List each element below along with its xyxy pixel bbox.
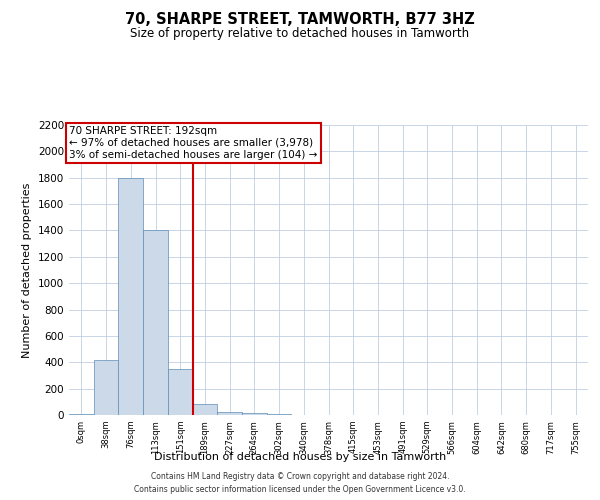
Text: Size of property relative to detached houses in Tamworth: Size of property relative to detached ho… [130,28,470,40]
Bar [267,414,292,415]
Bar [69,414,94,415]
Text: 70, SHARPE STREET, TAMWORTH, B77 3HZ: 70, SHARPE STREET, TAMWORTH, B77 3HZ [125,12,475,28]
Bar [193,404,217,415]
Text: Contains HM Land Registry data © Crown copyright and database right 2024.
Contai: Contains HM Land Registry data © Crown c… [134,472,466,494]
Text: Distribution of detached houses by size in Tamworth: Distribution of detached houses by size … [154,452,446,462]
Text: 70 SHARPE STREET: 192sqm
← 97% of detached houses are smaller (3,978)
3% of semi: 70 SHARPE STREET: 192sqm ← 97% of detach… [70,126,318,160]
Bar [242,413,267,415]
Bar [143,230,168,415]
Bar [168,369,193,415]
Bar [94,360,118,415]
Y-axis label: Number of detached properties: Number of detached properties [22,182,32,358]
Bar [217,412,242,415]
Bar [118,178,143,415]
